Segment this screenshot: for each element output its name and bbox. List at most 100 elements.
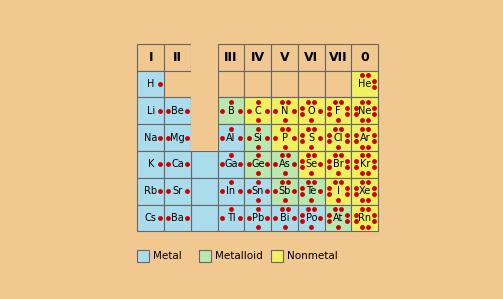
- Bar: [271, 71, 298, 97]
- Text: K: K: [147, 159, 154, 169]
- Bar: [137, 71, 164, 97]
- Text: Pb: Pb: [252, 213, 264, 223]
- Text: Si: Si: [254, 133, 262, 143]
- Text: IV: IV: [250, 51, 265, 64]
- Text: Po: Po: [306, 213, 317, 223]
- Bar: [218, 97, 244, 124]
- Text: Rb: Rb: [144, 186, 157, 196]
- Bar: [271, 178, 298, 205]
- Text: Ga: Ga: [224, 159, 238, 169]
- Bar: [191, 71, 218, 97]
- Text: He: He: [358, 79, 372, 89]
- Bar: [271, 124, 298, 151]
- Bar: [244, 205, 271, 231]
- Text: Sn: Sn: [252, 186, 264, 196]
- Bar: [191, 124, 218, 151]
- Bar: [271, 250, 283, 262]
- Text: 0: 0: [361, 51, 369, 64]
- Text: Mg: Mg: [170, 133, 185, 143]
- Text: N: N: [281, 106, 288, 116]
- Text: Sr: Sr: [173, 186, 183, 196]
- Bar: [325, 44, 352, 71]
- Bar: [298, 71, 325, 97]
- Text: Ne: Ne: [358, 106, 372, 116]
- Text: Br: Br: [332, 159, 344, 169]
- Text: F: F: [336, 106, 341, 116]
- Bar: [352, 151, 378, 178]
- Text: I: I: [337, 186, 340, 196]
- Bar: [218, 178, 244, 205]
- Bar: [271, 151, 298, 178]
- Text: Cs: Cs: [145, 213, 156, 223]
- Bar: [137, 97, 164, 124]
- Bar: [137, 44, 164, 71]
- Bar: [137, 151, 164, 178]
- Text: In: In: [226, 186, 235, 196]
- Bar: [325, 71, 352, 97]
- Text: Ca: Ca: [171, 159, 184, 169]
- Text: V: V: [280, 51, 289, 64]
- Bar: [164, 124, 191, 151]
- Text: C: C: [255, 106, 261, 116]
- Text: Al: Al: [226, 133, 236, 143]
- Bar: [218, 71, 244, 97]
- Bar: [137, 205, 164, 231]
- Text: As: As: [279, 159, 290, 169]
- Text: Kr: Kr: [360, 159, 370, 169]
- Bar: [164, 44, 191, 71]
- Bar: [352, 205, 378, 231]
- Text: Cl: Cl: [333, 133, 343, 143]
- Bar: [271, 44, 298, 71]
- Bar: [298, 97, 325, 124]
- Bar: [218, 44, 244, 71]
- Bar: [298, 124, 325, 151]
- Bar: [352, 178, 378, 205]
- Text: I: I: [148, 51, 153, 64]
- Text: Metal: Metal: [153, 251, 182, 261]
- Text: Na: Na: [144, 133, 157, 143]
- Bar: [164, 205, 191, 231]
- Bar: [164, 178, 191, 205]
- Bar: [137, 250, 149, 262]
- Text: III: III: [224, 51, 238, 64]
- Bar: [325, 124, 352, 151]
- Text: Li: Li: [146, 106, 155, 116]
- Bar: [218, 124, 244, 151]
- Bar: [298, 151, 325, 178]
- Bar: [137, 178, 164, 205]
- Text: Rn: Rn: [358, 213, 371, 223]
- Bar: [298, 178, 325, 205]
- Bar: [191, 178, 218, 205]
- Text: VII: VII: [329, 51, 348, 64]
- Bar: [244, 97, 271, 124]
- Bar: [298, 44, 325, 71]
- Bar: [244, 151, 271, 178]
- Bar: [164, 151, 191, 178]
- Bar: [191, 151, 218, 178]
- Bar: [271, 97, 298, 124]
- Bar: [325, 205, 352, 231]
- Bar: [271, 205, 298, 231]
- Bar: [137, 124, 164, 151]
- Text: Bi: Bi: [280, 213, 289, 223]
- Text: VI: VI: [304, 51, 318, 64]
- Text: Sb: Sb: [278, 186, 291, 196]
- Bar: [352, 44, 378, 71]
- Bar: [244, 44, 271, 71]
- Text: Ba: Ba: [171, 213, 184, 223]
- Bar: [191, 205, 218, 231]
- Text: II: II: [173, 51, 182, 64]
- Bar: [244, 71, 271, 97]
- Bar: [352, 124, 378, 151]
- Bar: [191, 44, 218, 71]
- Text: P: P: [282, 133, 288, 143]
- Text: Tl: Tl: [227, 213, 235, 223]
- Text: H: H: [147, 79, 154, 89]
- Text: At: At: [333, 213, 343, 223]
- Bar: [325, 151, 352, 178]
- Bar: [191, 97, 218, 124]
- Text: Be: Be: [171, 106, 184, 116]
- Text: Te: Te: [306, 186, 316, 196]
- Text: Se: Se: [305, 159, 317, 169]
- Text: Metalloid: Metalloid: [215, 251, 263, 261]
